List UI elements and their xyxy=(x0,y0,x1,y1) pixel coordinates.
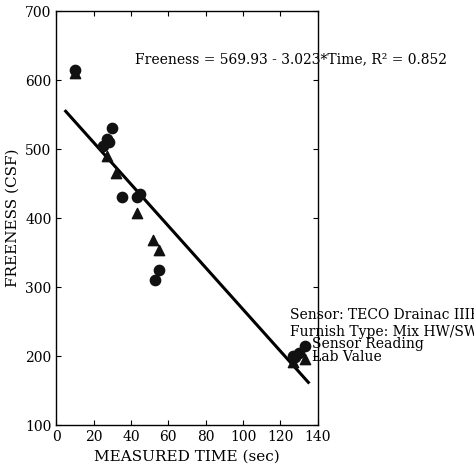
Point xyxy=(301,356,309,363)
Sensor Reading xyxy=(71,66,79,74)
Lab Value xyxy=(71,69,79,77)
Y-axis label: FREENESS (CSF): FREENESS (CSF) xyxy=(6,149,19,287)
Sensor Reading xyxy=(292,354,299,361)
Lab Value xyxy=(290,358,297,365)
Sensor Reading xyxy=(137,190,144,197)
Sensor Reading xyxy=(99,142,107,149)
Text: Freeness = 569.93 - 3.023*Time, R² = 0.852: Freeness = 569.93 - 3.023*Time, R² = 0.8… xyxy=(135,53,447,67)
Sensor Reading xyxy=(103,135,110,143)
Sensor Reading xyxy=(155,266,163,273)
Sensor Reading xyxy=(152,276,159,284)
X-axis label: MEASURED TIME (sec): MEASURED TIME (sec) xyxy=(94,449,280,463)
Lab Value xyxy=(112,169,120,177)
Text: Furnish Type: Mix HW/SW: Furnish Type: Mix HW/SW xyxy=(290,325,474,339)
Sensor Reading xyxy=(295,349,303,356)
Lab Value xyxy=(133,209,140,216)
Lab Value xyxy=(150,236,157,244)
Sensor Reading xyxy=(290,352,297,360)
Text: Lab Value: Lab Value xyxy=(312,350,382,364)
Sensor Reading xyxy=(118,194,126,201)
Text: Sensor: TECO Drainac IIIB: Sensor: TECO Drainac IIIB xyxy=(290,308,474,322)
Sensor Reading xyxy=(133,194,140,201)
Point xyxy=(301,342,309,349)
Sensor Reading xyxy=(109,125,116,132)
Lab Value xyxy=(103,152,110,160)
Text: Sensor Reading: Sensor Reading xyxy=(312,337,424,351)
Lab Value xyxy=(155,247,163,254)
Sensor Reading xyxy=(105,138,112,146)
